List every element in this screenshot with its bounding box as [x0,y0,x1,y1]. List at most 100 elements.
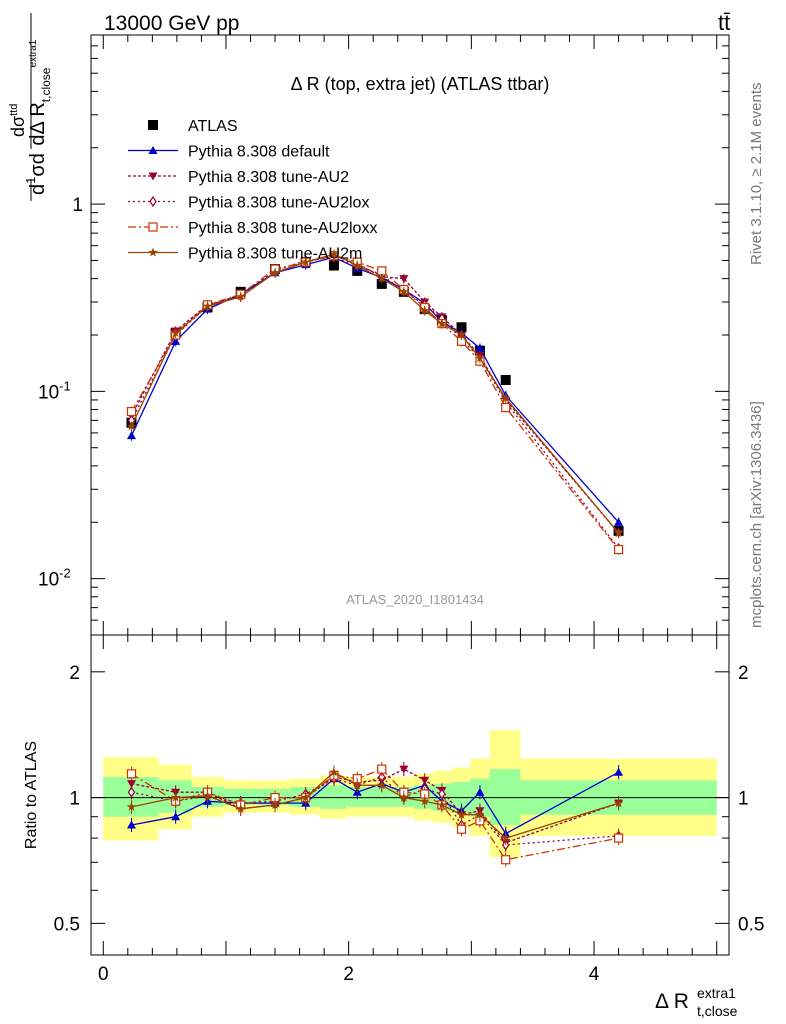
ratio-point [437,800,447,809]
legend-label: Pythia 8.308 tune-AU2lox [188,195,369,212]
data-point [126,431,136,440]
ratio-point [301,792,311,802]
data-point [475,343,485,352]
data-point [126,406,137,417]
ratio-y-tick-label: 2 [69,663,80,684]
series-pythia-8-308-tune-au2m [126,249,624,539]
data-point [399,286,409,296]
svg-text:Δ R: Δ R [655,990,689,1013]
data-point [399,275,409,284]
main-plot: 0 2 4 1 10-1 10-2 Δ R (top, extra jet) (ATLAS… [38,34,730,985]
ratio-point [270,800,280,809]
data-point [329,249,339,259]
ratio-y-tick-label: 0.5 [54,914,80,935]
ratio-point [170,792,181,802]
ratio-point [399,765,409,774]
legend-marker [148,222,158,232]
ratio-point [171,812,181,821]
svg-text:extra1: extra1 [697,985,736,1001]
data-point [270,267,280,277]
header-process-label: tt̄ [718,10,730,35]
legend-label: Pythia 8.308 tune-AU2loxx [188,220,377,237]
x-tick-label: 0 [98,964,109,985]
series-line [130,255,620,550]
data-point [614,517,624,526]
series-pythia-8-308-tune-au2loxx [126,251,624,555]
uncertainty-band-inner [223,788,257,806]
ratio-plot: 0.5 0.5 1 1 2 2 [54,634,764,956]
data-point [420,305,430,315]
ratio-point [475,787,485,796]
data-point [235,291,246,301]
legend: ATLAS Pythia 8.308 default Pythia 8.308 tu… [128,118,377,263]
data-point [352,260,362,270]
legend-entry: Pythia 8.308 tune-AU2 [128,169,349,186]
ratio-y-tick-label-right: 2 [738,663,749,684]
ratio-line [131,771,619,839]
legend-marker [148,120,158,130]
y-tick-label: 10-1 [38,378,71,403]
ratio-point [420,796,430,806]
ratio-point [613,798,624,808]
uncertainty-band-inner [369,787,395,807]
legend-label: Pythia 8.308 default [188,144,330,161]
legend-marker [149,195,157,208]
ratio-point [475,809,485,819]
svg-text:dσttd: dσttd [8,104,28,137]
data-point [328,260,339,271]
data-point [126,421,137,431]
data-point [456,322,467,333]
ratio-point [377,764,387,774]
analysis-id-label: ATLAS_2020_I1801434 [346,592,484,607]
ratio-y-axis-label: Ratio to ATLAS [23,741,40,849]
ratio-plot-frame [90,634,730,956]
series-line [130,256,620,549]
data-point [170,328,181,337]
ratio-point [126,780,136,789]
ratio-point [352,780,362,790]
data-point [437,318,447,328]
ratio-point [202,790,213,800]
data-point [456,330,467,339]
uncertainty-band-inner [320,785,347,809]
ratio-y-tick-label-right: 0.5 [738,914,764,935]
series-line [130,253,620,534]
x-axis-label: Δ R extra1 t,close [655,985,738,1019]
ratio-point [501,855,511,865]
mcplots-label: mcplots.cern.ch [arXiv:1306.3436] [748,401,765,628]
ratio-point [614,767,624,776]
series-line [130,256,620,523]
ratio-series-pythia-8-308-tune-au2m [126,765,624,846]
ratio-point [456,809,467,819]
series-line [130,255,620,534]
x-tick-label: 4 [589,964,600,985]
data-point [377,273,387,283]
svg-text:t,close: t,close [697,1003,738,1019]
legend-entry: Pythia 8.308 tune-AU2m [128,246,362,263]
legend-entry: Pythia 8.308 default [128,144,330,161]
data-point [202,301,213,311]
legend-label: Pythia 8.308 tune-AU2m [188,246,362,263]
data-point [475,353,485,363]
ratio-point [329,767,339,777]
data-point [500,393,511,403]
series-pythia-8-308-tune-au2lox [127,251,623,554]
x-tick-label: 2 [343,964,354,985]
legend-entry: Pythia 8.308 tune-AU2loxx [128,220,377,237]
rivet-version-label: Rivet 3.1.10, ≥ 2.1M events [748,83,765,266]
ratio-point [126,769,137,779]
ratio-line [131,768,619,861]
ratio-point [126,801,137,811]
main-y-axis-label: d1σd dΔ Rt,closeextra1 dσttd [8,13,53,201]
series-pythia-8-308-default [126,252,624,528]
legend-label: Pythia 8.308 tune-AU2 [188,169,349,186]
legend-marker [148,247,158,257]
data-point [376,278,387,289]
ratio-point [456,824,467,834]
ratio-point [127,786,136,798]
series-pythia-8-308-tune-au2 [126,251,624,539]
ratio-point [126,820,136,829]
data-point [613,528,624,538]
uncertainty-band-inner [346,787,370,807]
ratio-point [613,833,624,843]
